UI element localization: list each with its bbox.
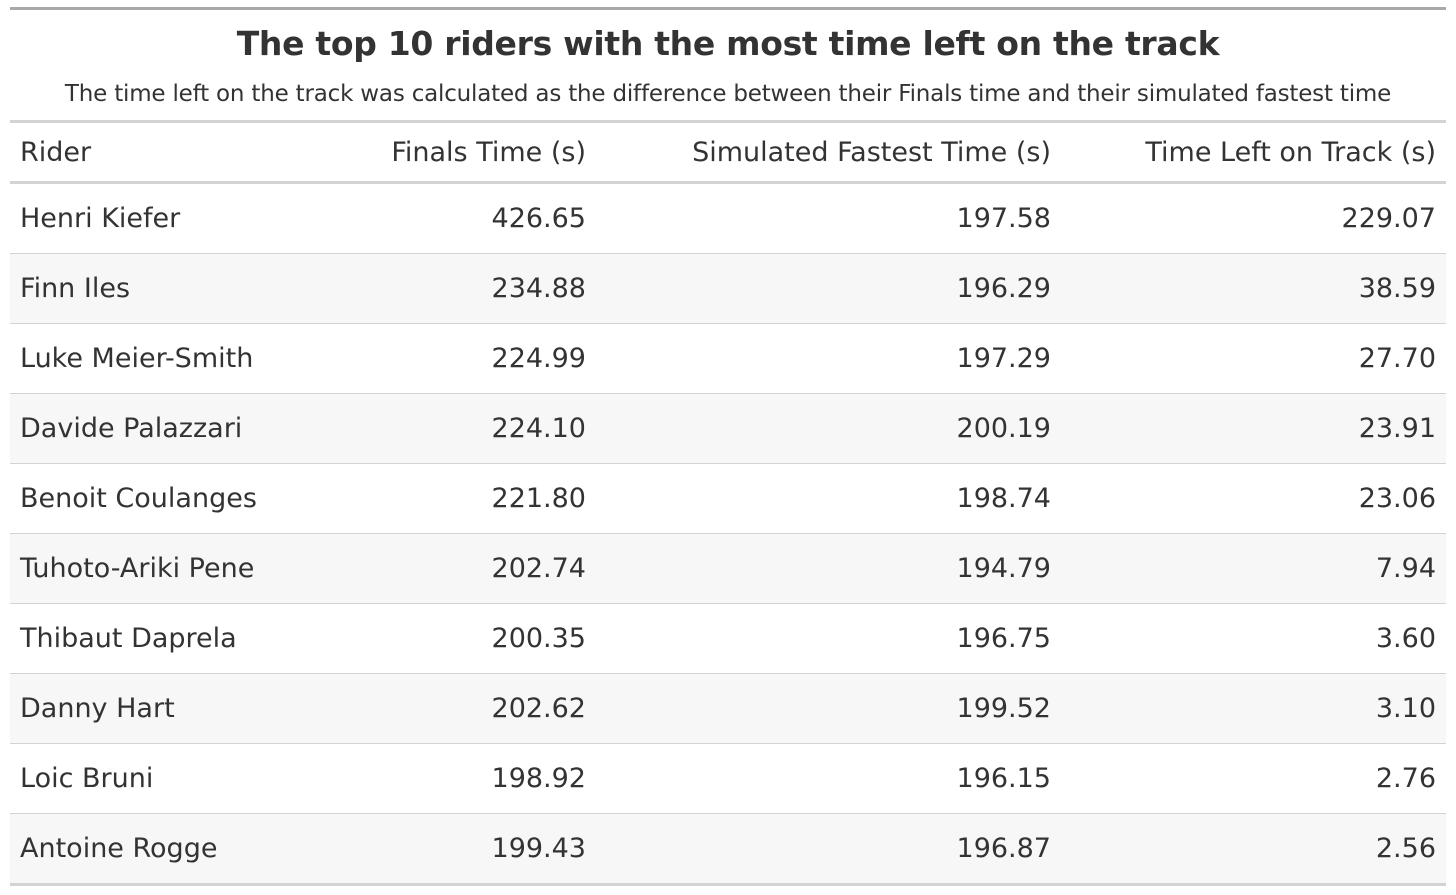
table-body: Henri Kiefer 426.65 197.58 229.07 Finn Iles 2… — [10, 182, 1446, 885]
time-cell: 224.10 — [320, 393, 596, 464]
rider-cell: Thibaut Daprela — [10, 603, 320, 674]
table-row: Tuhoto-Ariki Pene 202.74 194.79 7.94 — [10, 533, 1446, 604]
data-table: Rider Finals Time (s) Simulated Fastest Ti… — [10, 120, 1446, 886]
time-cell: 199.43 — [320, 813, 596, 885]
table-container: The top 10 riders with the most time lef… — [10, 7, 1446, 886]
time-cell: 194.79 — [596, 533, 1061, 604]
time-cell: 198.92 — [320, 743, 596, 814]
time-cell: 234.88 — [320, 253, 596, 324]
time-cell: 196.75 — [596, 603, 1061, 674]
time-cell: 3.60 — [1061, 603, 1446, 674]
column-header: Finals Time (s) — [320, 121, 596, 184]
table-row: Henri Kiefer 426.65 197.58 229.07 — [10, 182, 1446, 254]
time-cell: 23.06 — [1061, 463, 1446, 534]
time-cell: 23.91 — [1061, 393, 1446, 464]
time-cell: 38.59 — [1061, 253, 1446, 324]
time-cell: 196.29 — [596, 253, 1061, 324]
table-row: Luke Meier-Smith 224.99 197.29 27.70 — [10, 323, 1446, 394]
rider-cell: Tuhoto-Ariki Pene — [10, 533, 320, 604]
time-cell: 197.29 — [596, 323, 1061, 394]
time-cell: 2.56 — [1061, 813, 1446, 885]
time-cell: 27.70 — [1061, 323, 1446, 394]
time-cell: 2.76 — [1061, 743, 1446, 814]
rider-cell: Antoine Rogge — [10, 813, 320, 885]
time-cell: 229.07 — [1061, 182, 1446, 254]
column-header: Simulated Fastest Time (s) — [596, 121, 1061, 184]
time-cell: 196.15 — [596, 743, 1061, 814]
rider-cell: Loic Bruni — [10, 743, 320, 814]
time-cell: 221.80 — [320, 463, 596, 534]
rider-cell: Henri Kiefer — [10, 182, 320, 254]
time-cell: 7.94 — [1061, 533, 1446, 604]
time-cell: 197.58 — [596, 182, 1061, 254]
time-cell: 200.19 — [596, 393, 1061, 464]
rider-cell: Finn Iles — [10, 253, 320, 324]
time-cell: 3.10 — [1061, 673, 1446, 744]
table-row: Benoit Coulanges 221.80 198.74 23.06 — [10, 463, 1446, 534]
time-cell: 202.74 — [320, 533, 596, 604]
time-cell: 202.62 — [320, 673, 596, 744]
rider-cell: Danny Hart — [10, 673, 320, 744]
subtitle: The time left on the track was calculate… — [64, 81, 1392, 107]
column-header: Rider — [10, 121, 320, 184]
table-row: Thibaut Daprela 200.35 196.75 3.60 — [10, 603, 1446, 674]
time-cell: 426.65 — [320, 182, 596, 254]
table-row: Davide Palazzari 224.10 200.19 23.91 — [10, 393, 1446, 464]
time-cell: 200.35 — [320, 603, 596, 674]
time-cell: 196.87 — [596, 813, 1061, 885]
table-row: Loic Bruni 198.92 196.15 2.76 — [10, 743, 1446, 814]
time-cell: 224.99 — [320, 323, 596, 394]
table-row: Antoine Rogge 199.43 196.87 2.56 — [10, 813, 1446, 885]
rider-cell: Davide Palazzari — [10, 393, 320, 464]
rider-cell: Luke Meier-Smith — [10, 323, 320, 394]
table-row: Finn Iles 234.88 196.29 38.59 — [10, 253, 1446, 324]
rider-cell: Benoit Coulanges — [10, 463, 320, 534]
title: The top 10 riders with the most time lef… — [236, 24, 1220, 63]
table-row: Danny Hart 202.62 199.52 3.10 — [10, 673, 1446, 744]
header-row: Rider Finals Time (s) Simulated Fastest Ti… — [10, 121, 1446, 184]
time-cell: 198.74 — [596, 463, 1061, 534]
time-cell: 199.52 — [596, 673, 1061, 744]
column-header: Time Left on Track (s) — [1061, 121, 1446, 184]
